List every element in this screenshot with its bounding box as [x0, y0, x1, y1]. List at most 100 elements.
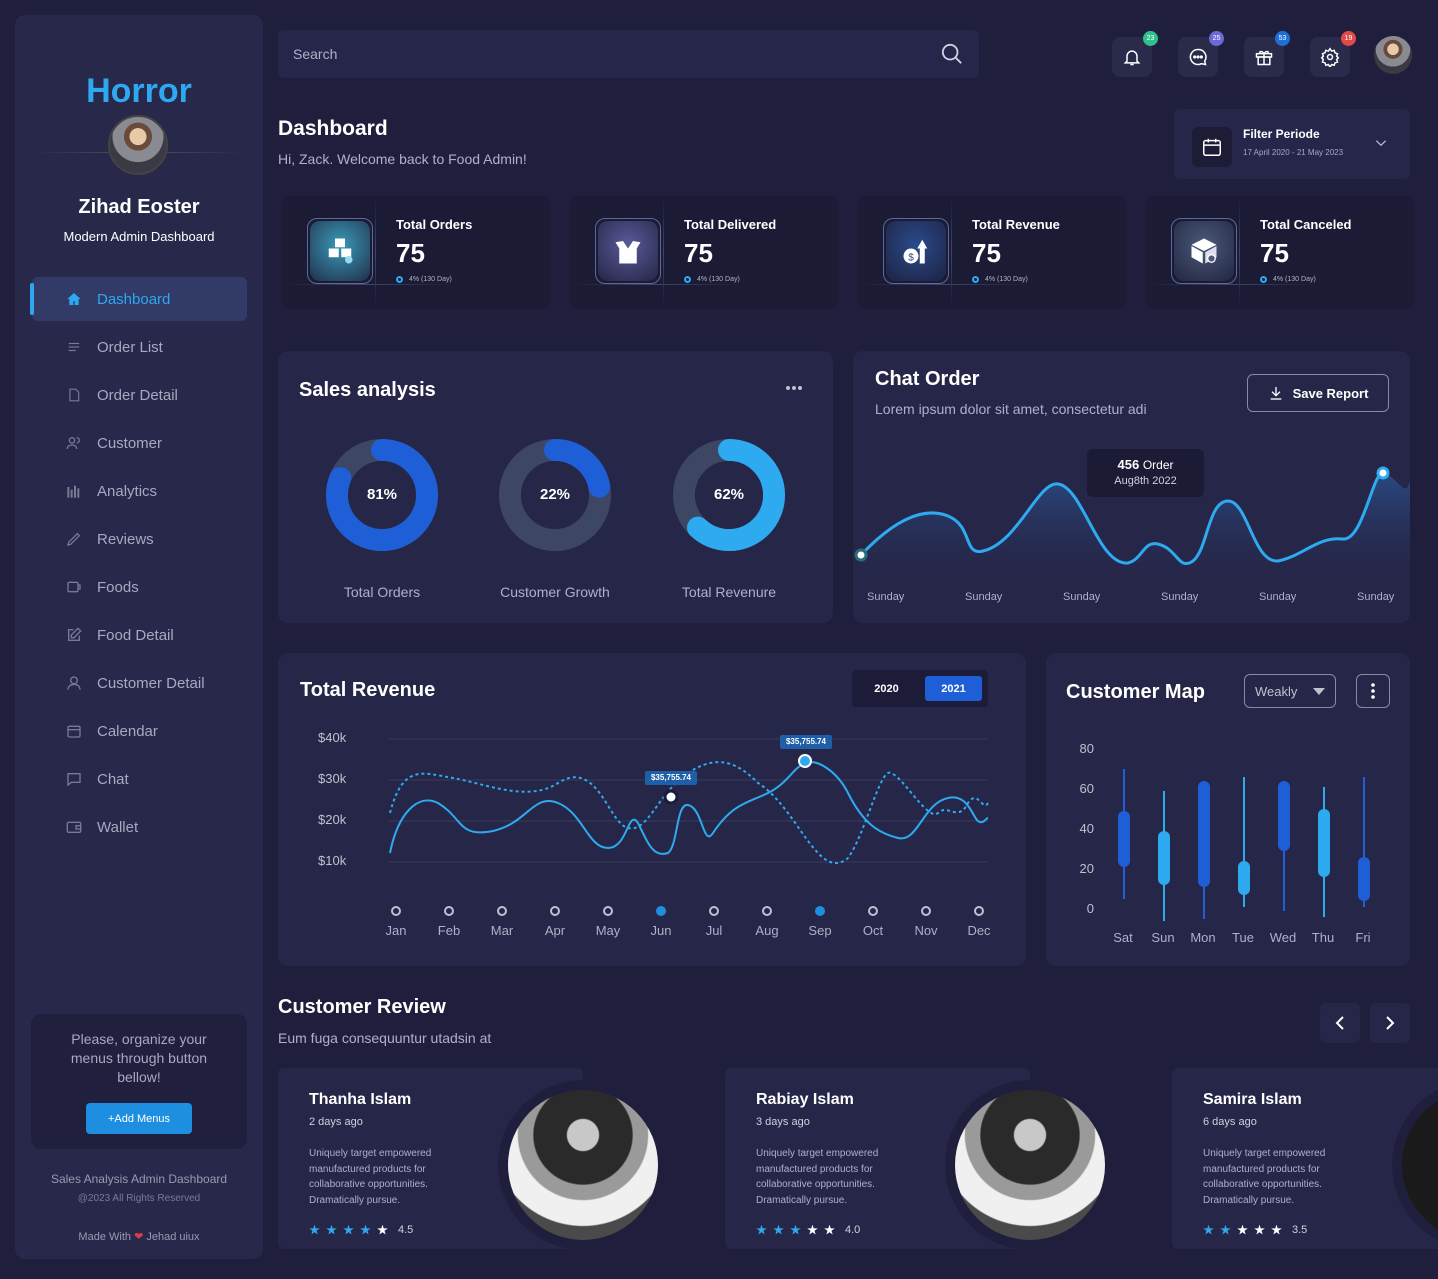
map-day-label: Tue: [1232, 930, 1254, 945]
notification-badge: 53: [1275, 31, 1290, 46]
save-report-label: Save Report: [1292, 385, 1369, 401]
month-marker-aug[interactable]: [762, 906, 772, 916]
candle[interactable]: [1278, 781, 1290, 911]
sidebar-item-customer[interactable]: Customer: [32, 421, 247, 465]
filter-periode-button[interactable]: Filter Periode 17 April 2020 - 21 May 20…: [1174, 109, 1410, 179]
revenue-chart: [388, 738, 989, 864]
stat-card-total-canceled[interactable]: Total Canceled 75 4% (130 Day): [1146, 196, 1414, 309]
gear-icon: [1320, 47, 1340, 67]
sidebar-item-chat[interactable]: Chat: [32, 757, 247, 801]
stat-card-total-orders[interactable]: Total Orders 75 4% (130 Day): [282, 196, 550, 309]
sidebar-item-label: Wallet: [97, 818, 139, 836]
bell-button[interactable]: 23: [1112, 31, 1158, 77]
sidebar-item-order-list[interactable]: Order List: [32, 325, 247, 369]
stat-card-total-delivered[interactable]: Total Delivered 75 4% (130 Day): [570, 196, 838, 309]
stat-value: 75: [684, 238, 713, 268]
footer-copyright: @2023 All Rights Reserved: [77, 1193, 201, 1204]
donut-label: Total Orders: [343, 584, 421, 600]
sidebar-item-customer-detail[interactable]: Customer Detail: [32, 661, 247, 705]
chevron-left-icon: [1335, 1016, 1344, 1030]
revenue-icon: $: [886, 221, 946, 281]
candle[interactable]: [1158, 791, 1170, 921]
more-options-icon[interactable]: [785, 385, 803, 391]
sidebar-item-foods[interactable]: Foods: [32, 565, 247, 609]
revenue-point-sep[interactable]: [798, 754, 812, 768]
month-label: Jun: [650, 923, 672, 938]
candle[interactable]: [1198, 781, 1210, 919]
gift-button[interactable]: 53: [1244, 31, 1290, 77]
month-marker-may[interactable]: [603, 906, 613, 916]
more-vertical-button[interactable]: [1356, 674, 1390, 708]
users-icon: [66, 435, 82, 451]
sidebar-item-wallet[interactable]: Wallet: [32, 805, 247, 849]
save-report-button[interactable]: Save Report: [1247, 374, 1389, 412]
review-date: 6 days ago: [1203, 1116, 1257, 1128]
period-dropdown[interactable]: Weakly: [1244, 674, 1336, 708]
sidebar-item-analytics[interactable]: Analytics: [32, 469, 247, 513]
sidebar-item-reviews[interactable]: Reviews: [32, 517, 247, 561]
customer-map-panel: Customer Map Weakly 80 60 40 20 0 Sat Sun Mon T…: [1046, 653, 1410, 966]
star-icon: [377, 1224, 388, 1235]
month-marker-mar[interactable]: [497, 906, 507, 916]
stat-delta-text: 4% (130 Day): [409, 276, 452, 283]
chat-order-title: Chat Order: [875, 368, 980, 390]
revenue-y-label: $40k: [318, 730, 347, 745]
year-2020-button[interactable]: 2020: [874, 682, 899, 695]
chat-order-chart: [854, 466, 1410, 583]
revenue-point-jun[interactable]: [663, 789, 679, 805]
star-icon: [360, 1224, 371, 1235]
sidebar-item-dashboard[interactable]: Dashboard: [30, 277, 247, 321]
revenue-title: Total Revenue: [300, 679, 436, 701]
sidebar-item-order-detail[interactable]: Order Detail: [32, 373, 247, 417]
chat-order-tooltip: 456 Order Aug8th 2022: [1087, 449, 1204, 497]
month-label: Nov: [914, 923, 938, 938]
chat-order-end-point[interactable]: [1376, 466, 1390, 480]
avatar[interactable]: [108, 115, 168, 175]
sidebar-item-calendar[interactable]: Calendar: [32, 709, 247, 753]
rating-value: 4.5: [398, 1224, 414, 1236]
candle[interactable]: [1358, 777, 1370, 907]
candle[interactable]: [1238, 777, 1250, 907]
map-day-label: Fri: [1355, 930, 1371, 945]
month-marker-jun[interactable]: [656, 906, 666, 916]
review-next-button[interactable]: [1370, 1003, 1410, 1043]
candle[interactable]: [1118, 769, 1130, 899]
gear-button[interactable]: 19: [1310, 31, 1356, 77]
month-marker-apr[interactable]: [550, 906, 560, 916]
star-icon: [1271, 1224, 1282, 1235]
search-icon[interactable]: [941, 43, 963, 65]
caret-down-icon: [1313, 688, 1325, 695]
donut-chart: [499, 439, 611, 551]
month-marker-feb[interactable]: [444, 906, 454, 916]
stat-card-total-revenue[interactable]: $ Total Revenue 75 4% (130 Day): [858, 196, 1126, 309]
revenue-2020-line: [389, 761, 989, 864]
year-toggle: 2020 2021: [852, 670, 988, 707]
decor-line: [1239, 196, 1240, 309]
review-prev-button[interactable]: [1320, 1003, 1360, 1043]
star-icon: [807, 1224, 818, 1235]
user-avatar[interactable]: [1374, 36, 1412, 74]
chat-order-x-label: Sunday: [1357, 591, 1395, 603]
sidebar-item-label: Customer: [97, 434, 163, 452]
month-marker-sep[interactable]: [815, 906, 825, 916]
edit-icon: [66, 627, 82, 643]
sidebar-item-food-detail[interactable]: Food Detail: [32, 613, 247, 657]
reviewer-name: Samira Islam: [1203, 1091, 1302, 1108]
month-marker-jan[interactable]: [391, 906, 401, 916]
month-marker-dec[interactable]: [974, 906, 984, 916]
revenue-y-label: $20k: [318, 812, 347, 827]
candle[interactable]: [1318, 787, 1330, 917]
brand-logo[interactable]: Horror: [86, 72, 192, 110]
month-marker-jul[interactable]: [709, 906, 719, 916]
month-marker-nov[interactable]: [921, 906, 931, 916]
message-button[interactable]: 25: [1178, 31, 1224, 77]
add-menus-button[interactable]: +Add Menus: [86, 1103, 192, 1134]
chat-order-start-point[interactable]: [854, 548, 868, 562]
star-icon: [1203, 1224, 1214, 1235]
review-text: Uniquely target empowered manufactured p…: [756, 1148, 879, 1206]
month-marker-oct[interactable]: [868, 906, 878, 916]
customer-map-chart: [1118, 769, 1370, 921]
search-input[interactable]: [293, 46, 893, 62]
icon-frame: [1171, 218, 1237, 284]
year-2021-button[interactable]: 2021: [925, 676, 982, 701]
